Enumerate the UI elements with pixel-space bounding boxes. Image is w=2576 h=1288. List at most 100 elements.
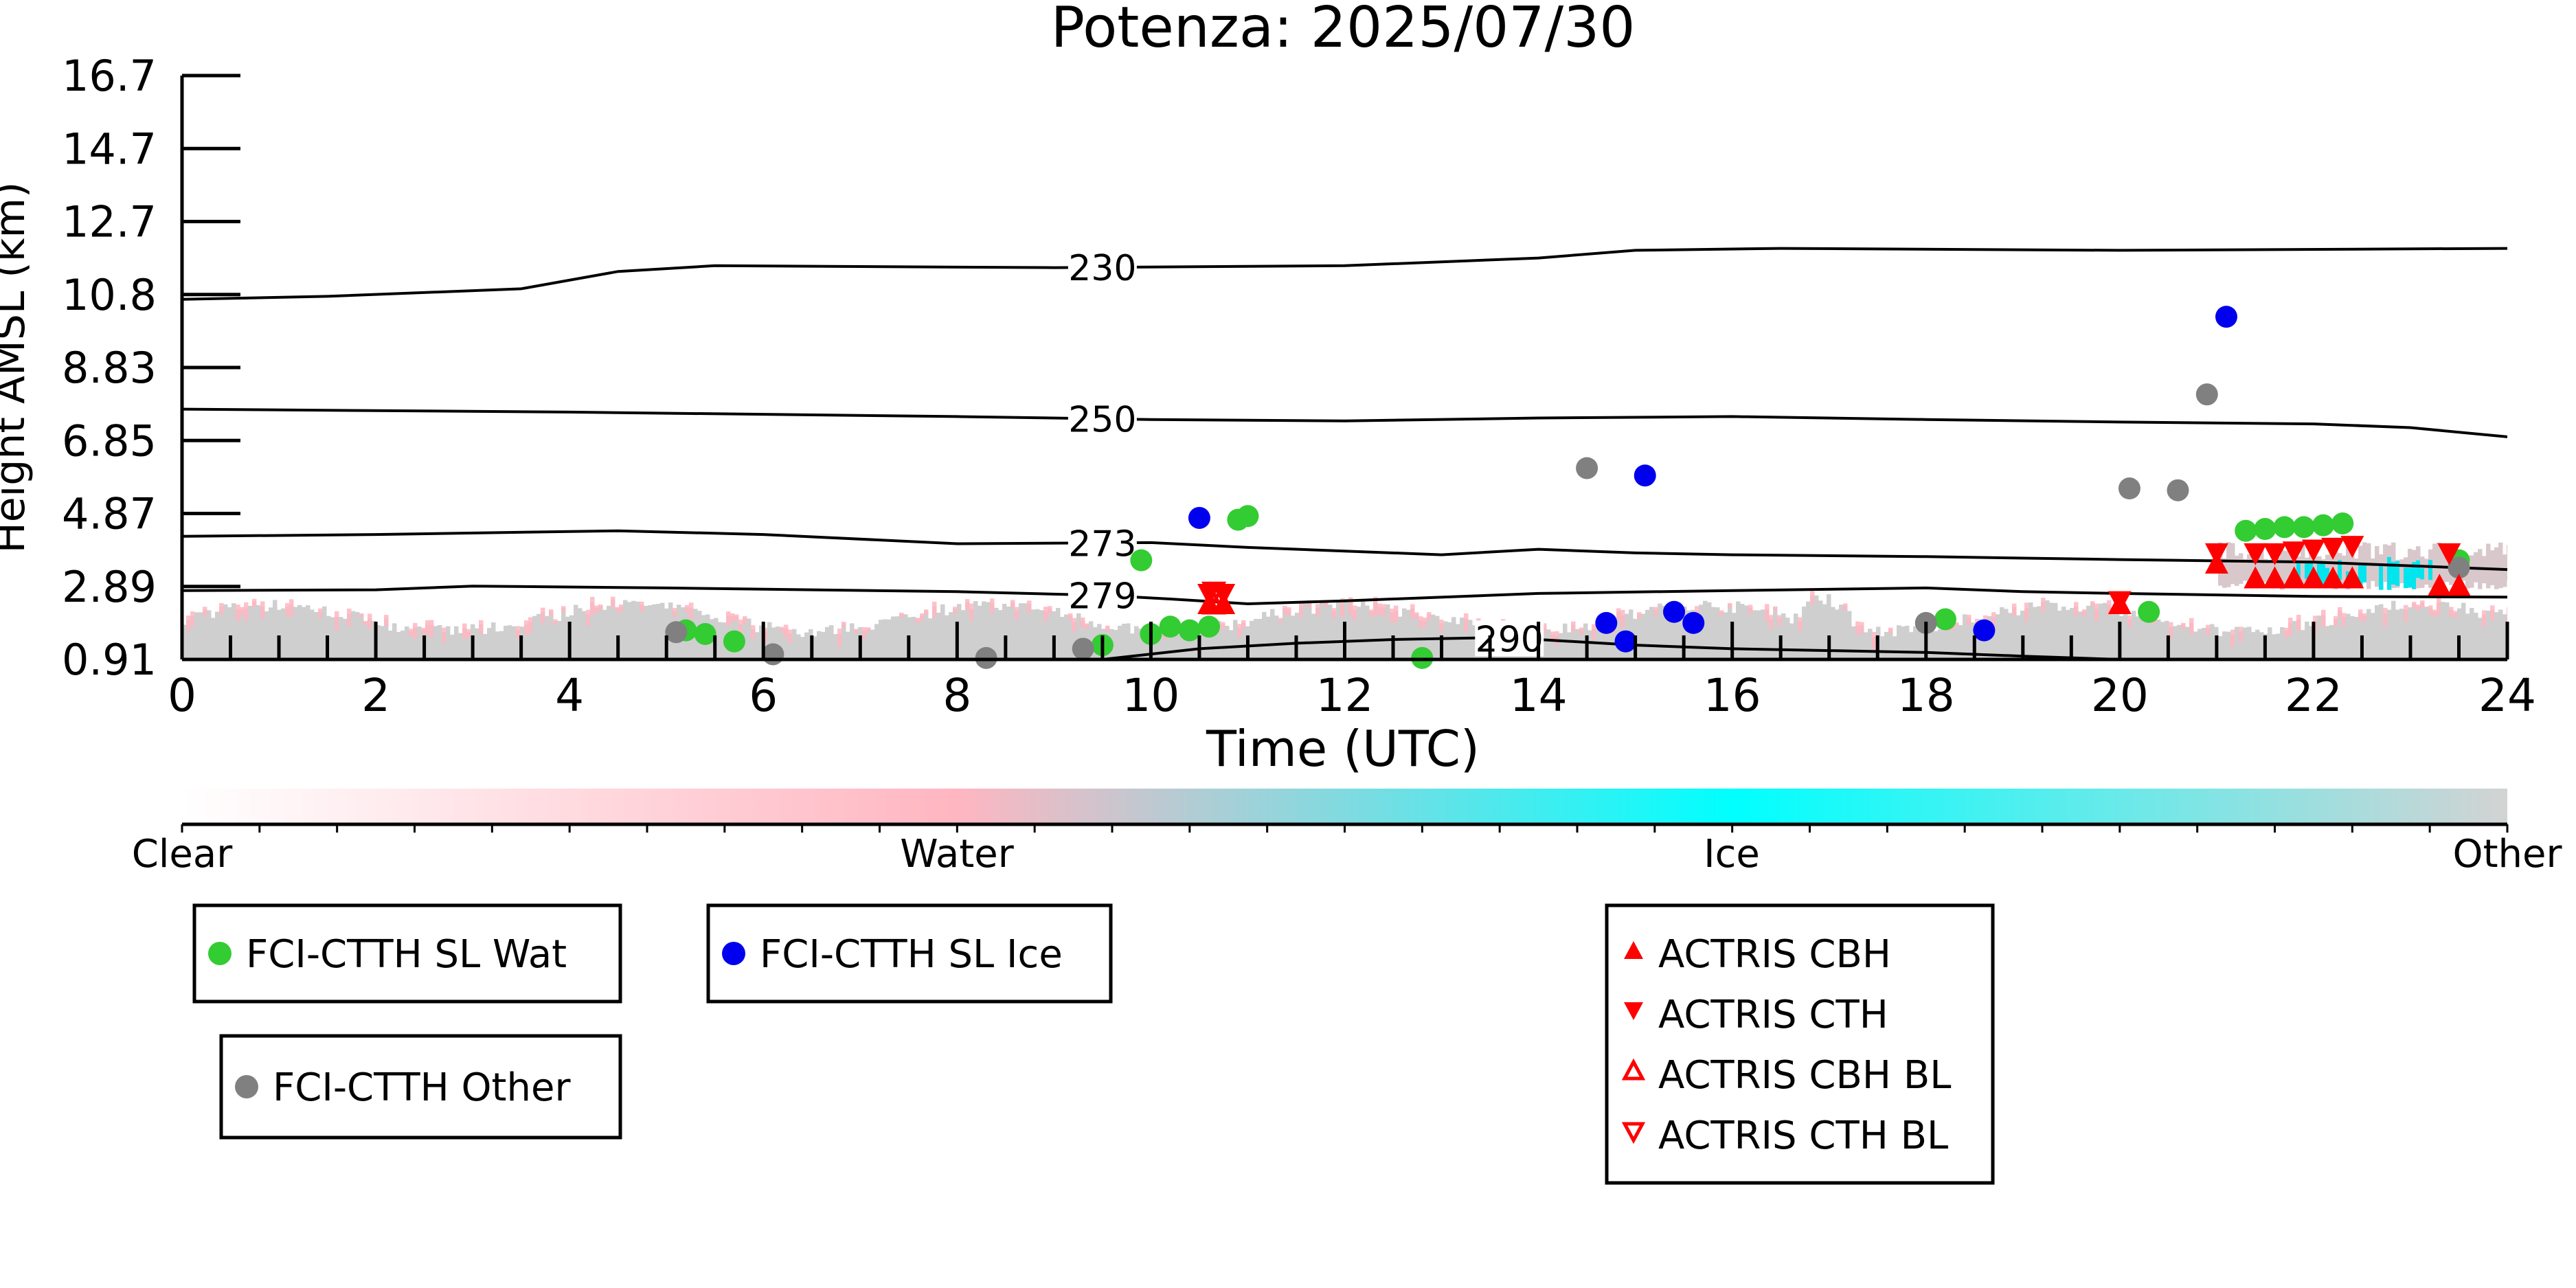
curtain-strip-water [594,605,599,613]
y-axis-label: Height AMSL (km) [0,182,34,554]
curtain-strip-other [1118,625,1122,659]
curtain-strip-other [2160,622,2165,659]
curtain-strip-water [1015,607,1019,620]
curtain-strip-water [425,620,430,635]
x-tick-label: 24 [2478,669,2536,722]
curtain-strip-other [2103,602,2108,659]
curtain-strip-water [734,614,739,621]
curtain-strip-other [2354,558,2359,583]
curtain-strip-other [1225,626,1230,659]
curtain-strip-other [932,606,937,659]
point-fci-ctth-sl-ice [1682,611,1705,634]
curtain-strip-other [516,629,521,659]
curtain-strip-water [186,615,191,631]
legend-label: ACTRIS CTH BL [1658,1114,1948,1158]
curtain-strip-other [1686,610,1691,659]
point-fci-ctth-sl-wat [1198,615,1221,638]
curtain-strip-other [343,618,348,659]
curtain-strip-other [1270,609,1275,659]
legend-other: FCI-CTTH Other [219,1034,622,1140]
curtain-strip-other [293,607,298,659]
curtain-strip-other [1555,635,1559,659]
curtain-strip-other [829,625,834,659]
curtain-strip-water [1287,607,1291,615]
curtain-strip-water [1283,606,1287,614]
curtain-strip-other [578,608,583,659]
curtain-strip-other [248,605,253,659]
curtain-strip-ice [2412,562,2417,589]
curtain-strip-other [405,626,409,659]
curtain-strip-other [1785,618,1790,659]
curtain-strip-other [1134,626,1139,659]
curtain-strip-other [442,632,447,659]
y-tick-label: 10.8 [62,270,157,320]
curtain-strip-other [2070,608,2075,659]
point-actris-cbh [2447,574,2471,596]
curtain-strip-other [2383,613,2388,659]
point-actris-cth-bl [1201,581,1227,607]
curtain-strip-other [194,612,199,659]
curtain-strip-water [1369,609,1374,617]
curtain-strip-water [2342,613,2347,626]
curtain-strip-other [495,631,500,659]
isotherm-label-bg [1067,577,1137,613]
curtain-strip-other [1641,613,1646,659]
curtain-strip-other [368,618,372,659]
curtain-strip-water [969,603,974,621]
curtain-strip-other [454,626,459,659]
curtain-strip-other [1884,631,1889,659]
curtain-strip-other [1913,626,1918,659]
curtain-strip-other [631,600,636,659]
curtain-strip-water [990,598,995,613]
curtain-strip-other [640,605,644,659]
curtain-strip-other [1381,607,1386,659]
curtain-strip-other [2016,615,2021,659]
curtain-strip-other [2239,631,2244,659]
curtain-strip-water [516,626,521,639]
curtain-strip-water [462,623,467,639]
curtain-strip-water [479,620,484,634]
curtain-strip-other [561,608,566,659]
curtain-strip-water [1324,600,1329,607]
curtain-strip-water [1394,605,1399,622]
curtain-strip-water [751,625,756,640]
x-tick-label: 20 [2091,669,2149,722]
y-tick-label: 2.89 [62,562,157,612]
curtain-strip-water [1072,618,1077,632]
legend-actris: ACTRIS CBH ACTRIS CTH ACTRIS CBH BL ACTR… [1605,903,1995,1185]
curtain-strip-other [2424,558,2429,585]
curtain-strip-other [2342,555,2347,588]
curtain-strip-other [2445,557,2450,583]
point-fci-ctth-sl-wat [1236,505,1259,528]
curtain-strip-other [2107,605,2112,659]
curtain-strip-other [1946,621,1951,659]
curtain-strip-other [2049,602,2054,659]
x-tick-label: 4 [555,669,584,722]
curtain-strip-other [339,617,343,659]
point-fci-ctth-sl-wat [2331,512,2354,534]
curtain-strip-other [1802,606,1807,659]
point-actris-cth [2244,543,2268,565]
curtain-strip-other [1954,623,1959,659]
isotherm-label: 273 [1068,523,1136,565]
curtain-strip-other [1794,613,1798,659]
curtain-strip-other [1146,636,1151,659]
curtain-strip-other [804,632,809,659]
y-tick-label: 4.87 [62,489,157,539]
curtain-strip-other [792,629,797,659]
curtain-strip-water [1991,612,1996,629]
y-tick-label: 8.83 [62,343,157,393]
curtain-strip-other [1719,611,1724,659]
curtain-strip-other [1818,600,1823,659]
curtain-strip-other [1443,621,1448,659]
curtain-strip-other [2280,626,2285,659]
curtain-strip-water [289,599,294,618]
curtain-strip-other [1386,604,1390,659]
curtain-strip-other [1756,610,1761,659]
curtain-strip-other [1695,611,1699,659]
curtain-strip-water [1777,615,1782,626]
curtain-strip-other [780,628,784,659]
curtain-strip-other [1348,602,1353,659]
curtain-strip-other [2350,615,2355,659]
curtain-strip-other [1217,620,1221,659]
